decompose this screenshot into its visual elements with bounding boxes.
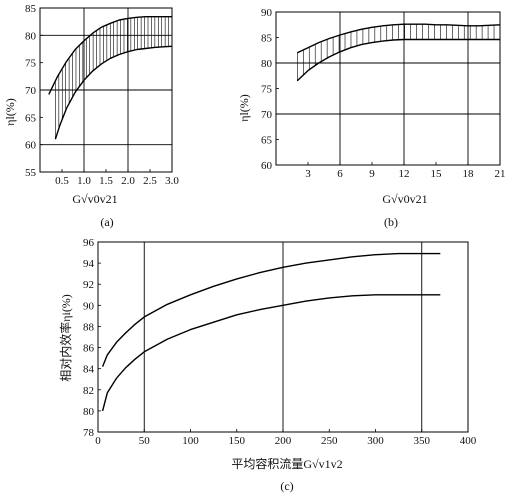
xtick-label-b-0: 3	[305, 168, 311, 180]
ytick-label-b-5: 85	[261, 33, 273, 45]
ytick-label-c-0: 78	[83, 427, 95, 439]
ytick-label-b-4: 80	[261, 58, 273, 70]
xtick-label-c-1: 50	[139, 435, 151, 447]
ytick-label-b-1: 65	[261, 135, 273, 147]
xlabel-b: G√v0v21	[382, 192, 427, 206]
xtick-label-c-5: 250	[321, 435, 338, 447]
xtick-label-a-4: 2.5	[143, 175, 157, 187]
ytick-label-c-9: 96	[83, 237, 95, 249]
xtick-label-c-6: 300	[367, 435, 384, 447]
ytick-label-c-1: 80	[83, 406, 95, 418]
ytick-label-b-0: 60	[261, 160, 273, 172]
ytick-label-c-3: 84	[83, 364, 95, 376]
chart-a: 0.5 1.0 1.5 2.0 2.5 3.0 55 60 65 70 75 80 85	[25, 3, 179, 187]
series-line-c-1	[101, 294, 441, 412]
xtick-label-b-6: 21	[495, 168, 506, 180]
ytick-label-a-1: 60	[25, 140, 37, 152]
series-line-a-1	[54, 45, 173, 140]
series-line-b-1	[296, 38, 500, 82]
xtick-label-b-4: 15	[431, 168, 443, 180]
xtick-label-b-2: 9	[369, 168, 375, 180]
ytick-label-a-0: 55	[25, 167, 37, 179]
ytick-label-a-3: 70	[25, 85, 37, 97]
ytick-label-c-4: 86	[83, 343, 95, 355]
caption-b: (b)	[384, 215, 398, 229]
ytick-label-c-6: 90	[83, 300, 95, 312]
xtick-label-a-2: 1.5	[99, 175, 113, 187]
series-line-c-0	[101, 252, 441, 367]
ytick-label-a-2: 65	[25, 112, 37, 124]
xtick-label-c-4: 200	[275, 435, 292, 447]
ylabel-b: ηl(%)	[237, 94, 251, 122]
ytick-label-a-6: 85	[25, 3, 37, 15]
xtick-label-b-3: 12	[399, 168, 410, 180]
ytick-label-c-2: 82	[83, 385, 94, 397]
ytick-label-c-5: 88	[83, 321, 95, 333]
xtick-label-a-3: 2.0	[121, 175, 135, 187]
xtick-label-a-5: 3.0	[165, 175, 179, 187]
xtick-label-c-3: 150	[229, 435, 246, 447]
xlabel-c: 平均容积流量G√v1v2	[231, 456, 342, 471]
caption-c: (c)	[280, 479, 293, 493]
caption-a: (a)	[100, 215, 113, 229]
xtick-label-c-0: 0	[95, 435, 101, 447]
xtick-label-a-0: 0.5	[55, 175, 69, 187]
chart-b: 3 6 9 12 15 18 21 60 65 70 75 80 85 90	[261, 7, 506, 180]
ytick-label-a-5: 80	[25, 30, 37, 42]
plot-frame-b	[275, 11, 501, 166]
ylabel-a: ηl(%)	[3, 98, 17, 126]
ytick-label-a-4: 75	[25, 58, 37, 70]
ytick-label-c-7: 92	[83, 279, 94, 291]
xtick-label-b-1: 6	[337, 168, 343, 180]
ytick-label-c-8: 94	[83, 258, 95, 270]
xtick-label-c-8: 400	[460, 435, 477, 447]
xlabel-a: G√v0v21	[72, 192, 117, 206]
xtick-label-c-7: 350	[414, 435, 431, 447]
chart-c: 0 50 100 150 200 250 300 350 400 78 80 82 84 86 88 90 92…	[83, 237, 477, 447]
xtick-label-a-1: 1.0	[77, 175, 91, 187]
series-line-b-0	[296, 23, 501, 54]
ytick-label-b-2: 70	[261, 109, 273, 121]
series-line-a-0	[48, 16, 172, 95]
ylabel-c: 相对内效率ηi(%)	[58, 294, 73, 382]
ytick-label-b-6: 90	[261, 7, 273, 19]
xtick-label-c-2: 100	[182, 435, 199, 447]
ytick-label-b-3: 75	[261, 84, 273, 96]
xtick-label-b-5: 18	[463, 168, 475, 180]
